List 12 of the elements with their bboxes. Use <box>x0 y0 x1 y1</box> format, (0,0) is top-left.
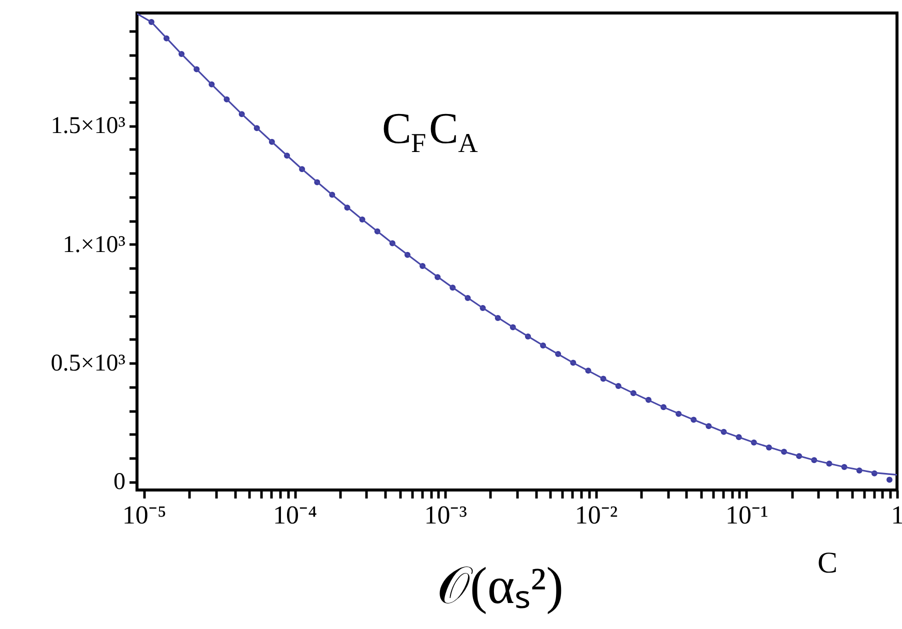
x-tick-label: 10⁻⁵ <box>122 500 166 530</box>
x-axis-title: C <box>817 546 838 580</box>
x-tick-label: 10⁻² <box>574 500 618 530</box>
x-tick-label: 10⁻⁴ <box>272 500 318 530</box>
text: 𝒪(αₛ²) <box>437 558 564 615</box>
y-tick-label: 0.5×10³ <box>50 350 126 377</box>
y-tick-label: 1.×10³ <box>62 232 126 258</box>
y-tick-label: 0 <box>114 469 126 496</box>
point <box>886 476 892 483</box>
y-tick-label: 1.5×10³ <box>50 113 126 140</box>
x-tick-label: 10⁻³ <box>424 500 468 530</box>
x-tick-label: 10⁻¹ <box>725 500 768 530</box>
